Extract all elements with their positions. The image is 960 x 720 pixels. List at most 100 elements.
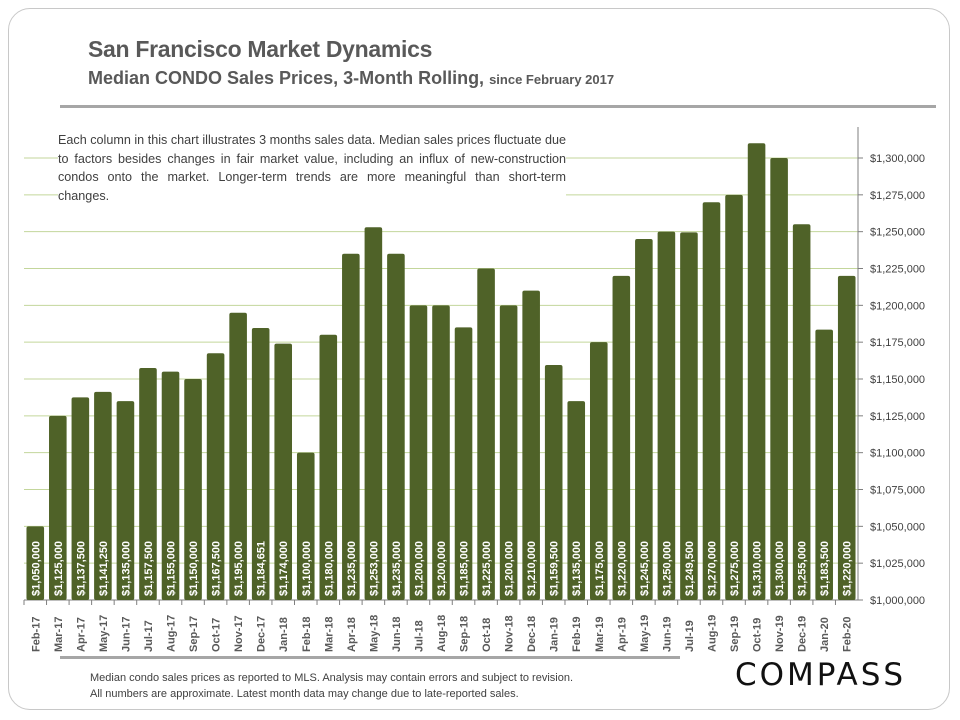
- data-label: $1,200,000: [436, 541, 448, 596]
- x-tick-label: Feb-19: [571, 617, 583, 652]
- bar: [837, 275, 856, 600]
- x-tick-label: Sep-19: [729, 616, 741, 652]
- data-label: $1,137,500: [75, 541, 87, 596]
- y-tick-label: $1,200,000: [870, 300, 925, 312]
- x-tick-label: Jun-18: [391, 617, 403, 652]
- data-label: $1,275,000: [729, 541, 741, 596]
- x-tick-label: Nov-18: [504, 615, 516, 652]
- x-tick-label: Dec-19: [797, 616, 809, 652]
- y-tick-label: $1,000,000: [870, 595, 925, 607]
- data-label: $1,125,000: [53, 541, 65, 596]
- page-subtitle: Median CONDO Sales Prices, 3-Month Rolli…: [88, 68, 614, 89]
- data-label: $1,150,000: [188, 541, 200, 596]
- bar: [229, 312, 247, 600]
- x-tick-label: Feb-17: [30, 617, 42, 652]
- data-label: $1,180,000: [323, 541, 335, 596]
- bar: [725, 194, 743, 601]
- bar: [409, 305, 428, 600]
- x-tick-label: Apr-18: [346, 617, 358, 652]
- data-label: $1,300,000: [774, 541, 786, 596]
- bar: [161, 371, 180, 600]
- slide-frame: [8, 8, 950, 710]
- bar: [206, 353, 225, 600]
- data-label: $1,200,000: [413, 541, 425, 596]
- x-tick-label: Aug-17: [166, 615, 178, 652]
- data-label: $1,253,000: [368, 541, 380, 596]
- y-tick-label: $1,150,000: [870, 374, 925, 386]
- header-divider: [60, 105, 936, 108]
- data-label: $1,159,500: [549, 541, 561, 596]
- bar: [274, 343, 293, 600]
- y-tick-label: $1,250,000: [870, 227, 925, 239]
- y-tick-label: $1,225,000: [870, 264, 925, 276]
- chart-note: Each column in this chart illustrates 3 …: [58, 131, 566, 205]
- bar: [342, 253, 360, 600]
- data-label: $1,141,250: [98, 541, 110, 596]
- data-label: $1,200,000: [504, 541, 516, 596]
- bar: [612, 275, 631, 600]
- y-tick-label: $1,075,000: [870, 485, 925, 497]
- data-label: $1,050,000: [30, 541, 42, 596]
- bar: [544, 365, 563, 600]
- bar: [139, 367, 157, 600]
- x-tick-label: Aug-18: [436, 615, 448, 652]
- bar: [567, 401, 586, 600]
- bar: [477, 268, 495, 600]
- x-tick-label: Mar-18: [323, 617, 335, 652]
- data-label: $1,245,000: [639, 541, 651, 596]
- x-tick-label: Jan-20: [819, 617, 831, 652]
- x-tick-label: Jun-19: [661, 617, 673, 652]
- x-tick-label: Feb-20: [842, 617, 854, 652]
- bar: [589, 342, 608, 600]
- x-tick-label: Apr-19: [616, 617, 628, 652]
- x-tick-label: Oct-18: [481, 618, 493, 652]
- data-label: $1,225,000: [481, 541, 493, 596]
- x-tick-label: Sep-18: [459, 616, 471, 652]
- bar: [184, 379, 202, 600]
- y-tick-label: $1,275,000: [870, 190, 925, 202]
- x-tick-label: Jun-17: [120, 617, 132, 652]
- bar: [770, 158, 788, 600]
- bar: [815, 329, 833, 600]
- x-tick-label: Jan-19: [549, 617, 561, 652]
- x-tick-label: Dec-17: [256, 616, 268, 652]
- bar: [747, 143, 766, 600]
- bar: [49, 415, 67, 600]
- x-tick-label: Jul-19: [684, 620, 696, 652]
- bar: [251, 327, 270, 600]
- x-tick-label: Dec-18: [526, 616, 538, 652]
- page-title: San Francisco Market Dynamics: [88, 36, 433, 62]
- data-label: $1,250,000: [661, 541, 673, 596]
- bar: [26, 526, 45, 600]
- subtitle-main: Median CONDO Sales Prices, 3-Month Rolli…: [88, 68, 485, 88]
- data-label: $1,167,500: [211, 541, 223, 596]
- data-label: $1,184,651: [256, 541, 268, 596]
- y-tick-label: $1,100,000: [870, 448, 925, 460]
- bar: [522, 290, 540, 600]
- x-tick-label: Aug-19: [706, 615, 718, 652]
- bar: [116, 401, 135, 600]
- x-tick-label: May-17: [98, 615, 110, 652]
- x-tick-label: Jul-18: [413, 620, 425, 652]
- data-label: $1,220,000: [616, 541, 628, 596]
- footnote-line-1: Median condo sales prices as reported to…: [90, 672, 574, 684]
- bar: [364, 227, 383, 600]
- y-tick-label: $1,175,000: [870, 337, 925, 349]
- x-tick-label: Nov-19: [774, 615, 786, 652]
- x-tick-label: Jan-18: [278, 617, 290, 652]
- data-label: $1,270,000: [706, 541, 718, 596]
- footnote: Median condo sales prices as reported to…: [90, 670, 573, 702]
- bar: [71, 397, 90, 600]
- bar: [702, 202, 721, 600]
- bar: [657, 231, 676, 600]
- bar: [296, 452, 315, 600]
- data-label: $1,157,500: [143, 541, 155, 596]
- bar: [454, 327, 473, 600]
- y-tick-label: $1,025,000: [870, 558, 925, 570]
- x-tick-label: Nov-17: [233, 615, 245, 652]
- bar: [387, 253, 405, 600]
- bar: [499, 305, 518, 600]
- x-tick-label: Oct-19: [752, 618, 764, 652]
- data-label: $1,135,000: [120, 541, 132, 596]
